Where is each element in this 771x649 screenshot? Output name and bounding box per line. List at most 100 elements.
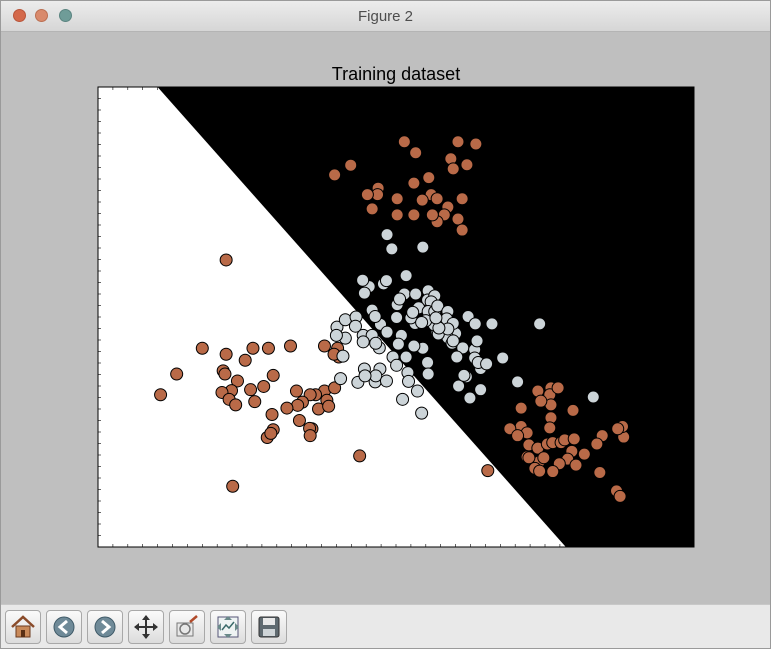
data-point-class-1 <box>416 240 430 254</box>
data-point-class-0 <box>195 341 209 355</box>
move-arrows-icon <box>134 615 158 639</box>
data-point-class-1 <box>480 357 494 371</box>
data-point-class-0 <box>248 395 262 409</box>
data-point-class-1 <box>463 391 477 405</box>
data-point-class-0 <box>514 401 528 415</box>
home-button[interactable] <box>5 610 41 644</box>
data-point-class-0 <box>219 347 233 361</box>
back-arrow-icon <box>53 616 75 638</box>
zoom-window-button[interactable] <box>59 9 72 22</box>
data-point-class-1 <box>450 350 464 364</box>
data-point-class-1 <box>402 374 416 388</box>
data-point-class-0 <box>353 449 367 463</box>
data-point-class-0 <box>284 339 298 353</box>
data-point-class-0 <box>261 341 275 355</box>
data-point-class-0 <box>264 426 278 440</box>
data-points <box>154 135 631 503</box>
window-title: Figure 2 <box>357 8 414 25</box>
forward-arrow-icon <box>94 616 116 638</box>
data-point-class-0 <box>328 168 342 182</box>
figure-canvas[interactable]: Training dataset <box>1 32 770 602</box>
data-point-class-1 <box>348 319 362 333</box>
data-point-class-1 <box>421 356 435 370</box>
floppy-disk-icon <box>258 616 280 638</box>
data-point-class-0 <box>455 192 469 206</box>
data-point-class-0 <box>265 408 279 422</box>
data-point-class-1 <box>369 369 383 383</box>
data-point-class-0 <box>522 451 536 465</box>
data-point-class-1 <box>468 317 482 331</box>
data-point-class-0 <box>280 401 294 415</box>
data-point-class-0 <box>322 399 336 413</box>
data-point-class-1 <box>369 336 383 350</box>
data-point-class-1 <box>533 317 547 331</box>
scatter-plot: Training dataset <box>97 64 695 548</box>
data-point-class-0 <box>226 479 240 493</box>
data-point-class-0 <box>229 398 243 412</box>
data-point-class-0 <box>534 394 548 408</box>
data-point-class-1 <box>421 367 435 381</box>
data-point-class-0 <box>430 192 444 206</box>
home-icon <box>11 615 35 638</box>
data-point-class-0 <box>218 367 232 381</box>
data-point-class-1 <box>385 242 399 256</box>
data-point-class-0 <box>455 223 469 237</box>
data-point-class-0 <box>611 422 625 436</box>
data-point-class-1 <box>380 325 394 339</box>
data-point-class-0 <box>511 429 525 443</box>
data-point-class-1 <box>356 335 370 349</box>
data-point-class-1 <box>379 374 393 388</box>
data-point-class-1 <box>446 334 460 348</box>
data-point-class-1 <box>452 379 466 393</box>
decision-region-class-0 <box>98 87 566 547</box>
data-point-class-1 <box>396 392 410 406</box>
data-point-class-1 <box>390 358 404 372</box>
data-point-class-1 <box>368 310 382 324</box>
zoom-button[interactable] <box>169 610 205 644</box>
data-point-class-0 <box>537 451 551 465</box>
data-point-class-1 <box>336 349 350 363</box>
data-point-class-0 <box>577 447 591 461</box>
data-point-class-0 <box>590 437 604 451</box>
data-point-class-0 <box>246 341 260 355</box>
data-point-class-0 <box>230 374 244 388</box>
data-point-class-0 <box>546 465 560 479</box>
minimize-window-button[interactable] <box>35 9 48 22</box>
data-point-class-1 <box>380 228 394 242</box>
data-point-class-0 <box>613 489 627 503</box>
data-point-class-0 <box>533 464 547 478</box>
data-point-class-0 <box>291 398 305 412</box>
back-button[interactable] <box>46 610 82 644</box>
data-point-class-0 <box>289 384 303 398</box>
data-point-class-0 <box>365 202 379 216</box>
data-point-class-0 <box>170 367 184 381</box>
data-point-class-1 <box>407 339 421 353</box>
data-point-class-1 <box>379 274 393 288</box>
save-button[interactable] <box>251 610 287 644</box>
data-point-class-0 <box>409 146 423 160</box>
data-point-class-0 <box>451 135 465 149</box>
data-point-class-0 <box>390 192 404 206</box>
data-point-class-1 <box>586 390 600 404</box>
data-point-class-0 <box>567 432 581 446</box>
data-point-class-1 <box>390 310 404 324</box>
data-point-class-0 <box>566 403 580 417</box>
data-point-class-0 <box>292 414 306 427</box>
title-bar: Figure 2 <box>1 1 770 32</box>
data-point-class-0 <box>397 135 411 149</box>
data-point-class-0 <box>407 208 421 222</box>
close-window-button[interactable] <box>13 9 26 22</box>
data-point-class-1 <box>409 287 423 301</box>
data-point-class-0 <box>266 368 280 382</box>
navigation-toolbar <box>1 604 770 648</box>
data-point-class-1 <box>511 375 525 389</box>
forward-button[interactable] <box>87 610 123 644</box>
data-point-class-1 <box>357 286 371 300</box>
data-point-class-0 <box>244 383 258 397</box>
configure-subplots-button[interactable] <box>210 610 246 644</box>
data-point-class-1 <box>474 383 488 397</box>
data-point-class-1 <box>329 328 343 342</box>
subplots-icon <box>217 616 239 638</box>
pan-button[interactable] <box>128 610 164 644</box>
data-point-class-0 <box>328 381 342 395</box>
